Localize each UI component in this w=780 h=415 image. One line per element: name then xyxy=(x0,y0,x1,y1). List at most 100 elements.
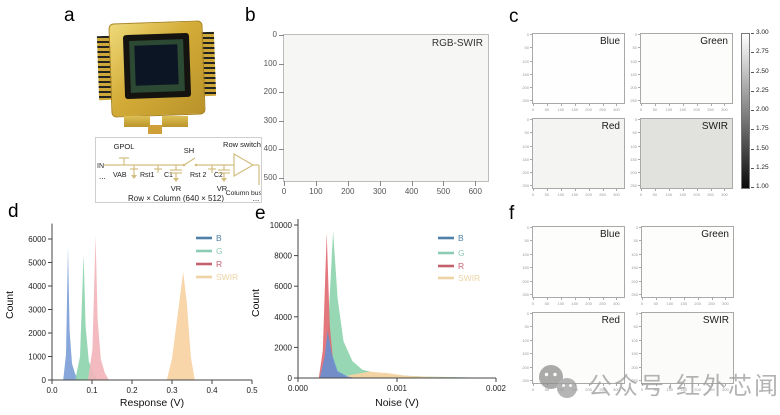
y-tick-label: 0 xyxy=(526,32,529,37)
y-tick-mark xyxy=(638,145,641,147)
x-tick-mark xyxy=(725,297,727,300)
gpol-label: GPOL xyxy=(114,142,135,151)
x-tick-label: 150 xyxy=(679,192,687,197)
x-tick-mark xyxy=(641,103,642,106)
y-tick-mark xyxy=(530,294,533,296)
x-tick-mark xyxy=(616,383,618,386)
y-tick-label: 50 xyxy=(632,45,637,51)
x-tick-mark xyxy=(602,383,604,386)
c2-label: C2 xyxy=(214,172,223,179)
y-tick-label: 300 xyxy=(263,115,277,125)
series-G xyxy=(321,231,496,378)
x-tick-mark xyxy=(696,188,698,191)
y-tick-label: 250 xyxy=(630,183,637,189)
image-subpanel-swir: SWIR 0 50 100 150 200 250 0 50 100 150 200 250 300 xyxy=(630,117,733,197)
x-tick-label: 300 xyxy=(372,187,387,196)
x-tick-mark xyxy=(683,383,685,386)
ellipsis-left: ... xyxy=(99,172,106,181)
y-tick-label: 250 xyxy=(630,98,637,104)
x-tick-mark xyxy=(533,188,534,191)
y-axis-title: Count xyxy=(250,289,262,317)
y-tick-label: 100 xyxy=(522,143,529,149)
panel-label-b: b xyxy=(245,5,256,26)
x-tick-label: 200 xyxy=(693,107,700,112)
colorbar-tick-label: 1.75 xyxy=(756,125,769,133)
x-tick-label: 0.3 xyxy=(166,386,178,395)
x-tick-label: 200 xyxy=(585,107,592,112)
y-tick-label: 1000 xyxy=(28,353,46,362)
x-tick-mark xyxy=(602,297,604,300)
y-tick-label: 200 xyxy=(631,278,638,284)
series-SWIR xyxy=(337,371,496,378)
y-tick-mark xyxy=(639,280,642,282)
x-tick-mark xyxy=(533,103,534,106)
series-R xyxy=(88,235,109,380)
y-tick-mark xyxy=(639,227,642,228)
x-tick-label: 50 xyxy=(653,301,659,306)
y-tick-mark xyxy=(530,339,533,341)
y-tick-mark xyxy=(639,253,642,255)
row-switch-label: Row switch xyxy=(223,140,261,149)
y-tick-mark xyxy=(279,120,284,122)
x-tick-label: 0 xyxy=(281,187,287,196)
subpanel-title: SWIR xyxy=(701,121,728,132)
y-tick-mark xyxy=(530,227,533,228)
x-tick-label: 300 xyxy=(613,192,620,197)
y-tick-mark xyxy=(530,240,533,242)
y-tick-mark xyxy=(530,253,533,255)
y-tick-label: 6000 xyxy=(274,282,292,291)
legend-label-G: G xyxy=(458,248,465,258)
y-tick-mark xyxy=(279,35,284,36)
series-B xyxy=(319,330,356,378)
x-tick-mark xyxy=(654,188,656,191)
y-tick-label: 50 xyxy=(524,238,529,244)
y-tick-mark xyxy=(638,132,641,134)
ground-symbol xyxy=(173,178,179,182)
y-tick-mark xyxy=(638,100,641,102)
series-SWIR xyxy=(166,271,195,380)
chip-mount-stem xyxy=(148,125,162,134)
y-tick-label: 10000 xyxy=(270,221,293,230)
x-tick-mark xyxy=(475,181,477,186)
y-tick-mark xyxy=(530,119,533,120)
x-tick-label: 0 xyxy=(640,387,644,392)
y-tick-label: 250 xyxy=(522,98,529,104)
subpanel-title: Red xyxy=(601,121,620,132)
y-tick-mark xyxy=(530,313,533,314)
switch-contact xyxy=(194,163,198,167)
x-tick-label: 50 xyxy=(652,192,658,197)
y-tick-mark xyxy=(279,92,284,94)
x-tick-mark xyxy=(711,297,713,300)
y-tick-mark xyxy=(639,267,642,269)
colorbar-tick-mark xyxy=(751,129,754,131)
x-tick-label: 150 xyxy=(680,301,688,306)
x-tick-label: 0 xyxy=(531,387,535,392)
y-tick-mark xyxy=(530,87,533,89)
x-tick-mark xyxy=(697,383,699,386)
y-tick-mark xyxy=(530,60,533,62)
legend-label-B: B xyxy=(458,233,464,243)
y-tick-mark xyxy=(530,158,533,160)
legend-label-R: R xyxy=(458,261,464,271)
y-tick-label: 50 xyxy=(633,324,638,330)
x-tick-label: 50 xyxy=(544,107,550,112)
x-tick-label: 0 xyxy=(639,192,643,197)
x-tick-mark xyxy=(710,188,712,191)
y-tick-label: 0 xyxy=(272,30,277,39)
x-tick-mark xyxy=(725,383,727,386)
image-subpanel-blue: Blue 0 50 100 150 200 250 0 50 100 150 200 250 300 xyxy=(522,32,625,112)
subpanel-title: Blue xyxy=(599,36,620,47)
y-tick-label: 100 xyxy=(263,58,277,68)
chip-sensor-die xyxy=(134,44,179,86)
x-tick-mark xyxy=(574,103,576,106)
x-tick-mark xyxy=(669,297,671,300)
x-tick-mark xyxy=(588,297,590,300)
x-tick-label: 100 xyxy=(557,301,565,306)
y-tick-mark xyxy=(638,34,641,35)
y-tick-mark xyxy=(638,87,641,89)
x-tick-mark xyxy=(642,297,643,300)
x-tick-mark xyxy=(682,188,684,191)
in-label: IN xyxy=(97,163,104,170)
x-tick-label: 200 xyxy=(693,192,700,197)
y-tick-label: 200 xyxy=(630,85,637,91)
